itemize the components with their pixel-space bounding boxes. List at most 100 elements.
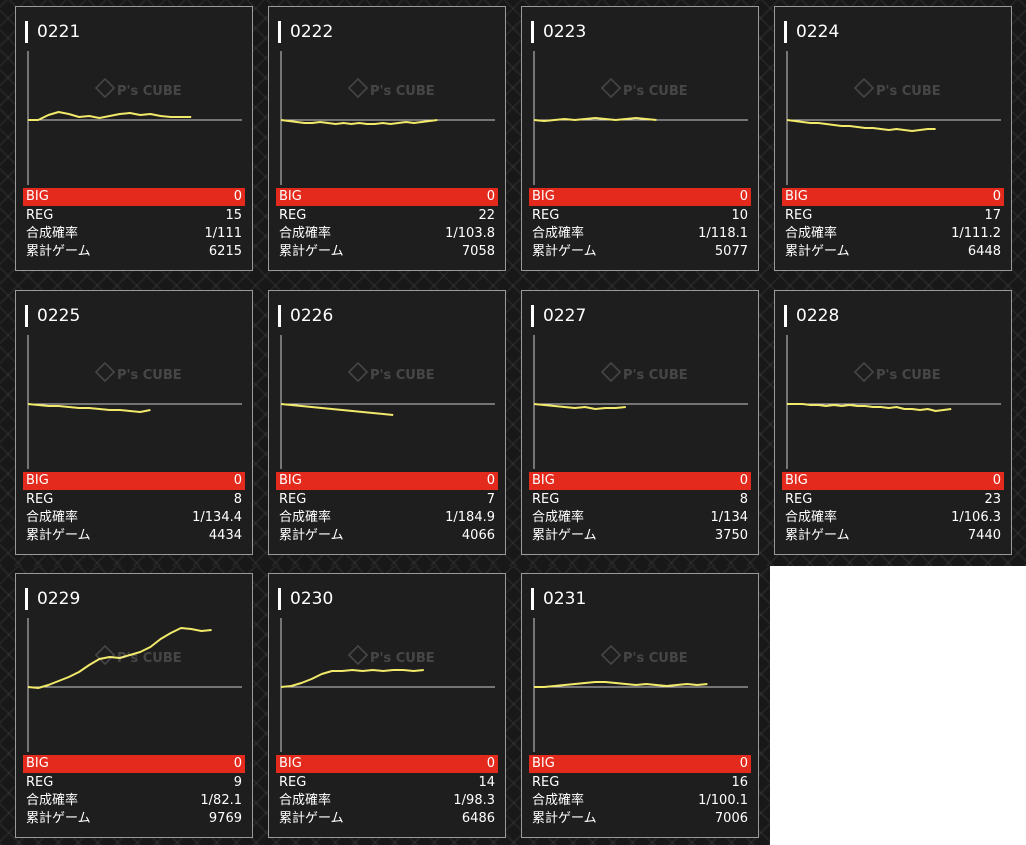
big-label: BIG [279,473,302,488]
machine-card[interactable]: 0223 P's CUBE BIG 0 REG 10 合成確率 1/118.1 … [521,6,759,271]
rate-row: 合成確率 1/184.9 [276,509,498,527]
machine-card[interactable]: 0226 P's CUBE BIG 0 REG 7 合成確率 1/184.9 累… [268,290,506,555]
games-label: 累計ゲーム [532,244,597,259]
games-row: 累計ゲーム 4434 [23,527,245,545]
rate-label: 合成確率 [532,226,585,241]
rate-value: 1/184.9 [445,510,495,525]
games-value: 6486 [461,811,495,826]
rate-value: 1/103.8 [445,226,495,241]
games-value: 5077 [714,244,748,259]
big-row: BIG 0 [23,472,245,490]
games-label: 累計ゲーム [532,528,597,543]
rate-row: 合成確率 1/82.1 [23,792,245,810]
big-value: 0 [992,473,1001,488]
stats-table: BIG 0 REG 8 合成確率 1/134.4 累計ゲーム 4434 [23,472,245,545]
machine-card[interactable]: 0231 P's CUBE BIG 0 REG 16 合成確率 1/100.1 … [521,573,759,838]
rate-label: 合成確率 [532,510,585,525]
games-value: 6215 [208,244,242,259]
games-label: 累計ゲーム [279,811,344,826]
machine-card[interactable]: 0225 P's CUBE BIG 0 REG 8 合成確率 1/134.4 累… [15,290,253,555]
machine-number: 0226 [278,305,333,327]
series-line [533,117,657,122]
slump-graph [786,51,1001,185]
slump-graph [280,618,495,752]
reg-label: REG [26,775,54,790]
rate-value: 1/118.1 [698,226,748,241]
reg-label: REG [26,208,54,223]
big-label: BIG [532,473,555,488]
reg-row: REG 14 [276,774,498,792]
games-label: 累計ゲーム [279,244,344,259]
machine-card[interactable]: 0230 P's CUBE BIG 0 REG 14 合成確率 1/98.3 累… [268,573,506,838]
games-value: 7440 [967,528,1001,543]
games-value: 4066 [461,528,495,543]
reg-label: REG [26,492,54,507]
series-line [28,111,192,121]
rate-label: 合成確率 [26,226,79,241]
games-value: 7058 [461,244,495,259]
machine-card[interactable]: 0222 P's CUBE BIG 0 REG 22 合成確率 1/103.8 … [268,6,506,271]
big-value: 0 [739,189,748,204]
machine-card[interactable]: 0228 P's CUBE BIG 0 REG 23 合成確率 1/106.3 … [774,290,1012,555]
big-label: BIG [279,189,302,204]
rate-row: 合成確率 1/134 [529,509,751,527]
games-row: 累計ゲーム 7058 [276,243,498,261]
big-label: BIG [26,473,49,488]
rate-value: 1/134 [710,510,748,525]
big-row: BIG 0 [529,472,751,490]
rate-value: 1/82.1 [200,793,242,808]
big-label: BIG [26,189,49,204]
rate-value: 1/134.4 [192,510,242,525]
machine-number: 0221 [25,21,80,43]
rate-row: 合成確率 1/134.4 [23,509,245,527]
rate-row: 合成確率 1/118.1 [529,225,751,243]
games-label: 累計ゲーム [26,244,91,259]
rate-row: 合成確率 1/111.2 [782,225,1004,243]
big-row: BIG 0 [529,188,751,206]
games-label: 累計ゲーム [532,811,597,826]
big-value: 0 [486,756,495,771]
games-value: 3750 [714,528,748,543]
slump-graph [27,618,242,752]
games-label: 累計ゲーム [26,528,91,543]
slump-graph [786,335,1001,469]
big-value: 0 [233,756,242,771]
machine-number: 0223 [531,21,586,43]
reg-value: 17 [984,208,1001,223]
stats-table: BIG 0 REG 7 合成確率 1/184.9 累計ゲーム 4066 [276,472,498,545]
machine-card[interactable]: 0224 P's CUBE BIG 0 REG 17 合成確率 1/111.2 … [774,6,1012,271]
games-row: 累計ゲーム 7440 [782,527,1004,545]
big-row: BIG 0 [276,472,498,490]
reg-value: 8 [233,492,242,507]
games-row: 累計ゲーム 9769 [23,810,245,828]
games-value: 9769 [208,811,242,826]
rate-label: 合成確率 [279,510,332,525]
games-row: 累計ゲーム 4066 [276,527,498,545]
big-value: 0 [739,473,748,488]
reg-value: 7 [486,492,495,507]
reg-label: REG [279,208,307,223]
machine-number: 0231 [531,588,586,610]
machine-card[interactable]: 0227 P's CUBE BIG 0 REG 8 合成確率 1/134 累計ゲ… [521,290,759,555]
stats-table: BIG 0 REG 9 合成確率 1/82.1 累計ゲーム 9769 [23,755,245,828]
rate-value: 1/111.2 [951,226,1001,241]
machine-card[interactable]: 0229 P's CUBE BIG 0 REG 9 合成確率 1/82.1 累計… [15,573,253,838]
machine-card[interactable]: 0221 P's CUBE BIG 0 REG 15 合成確率 1/111 累計… [15,6,253,271]
rate-row: 合成確率 1/98.3 [276,792,498,810]
stats-table: BIG 0 REG 23 合成確率 1/106.3 累計ゲーム 7440 [782,472,1004,545]
reg-label: REG [279,492,307,507]
big-row: BIG 0 [782,472,1004,490]
games-label: 累計ゲーム [26,811,91,826]
games-label: 累計ゲーム [279,528,344,543]
slump-graph [533,618,748,752]
games-row: 累計ゲーム 6486 [276,810,498,828]
rate-label: 合成確率 [785,510,838,525]
machine-number: 0228 [784,305,839,327]
reg-value: 15 [225,208,242,223]
reg-label: REG [785,492,813,507]
rate-value: 1/100.1 [698,793,748,808]
games-label: 累計ゲーム [785,528,850,543]
reg-row: REG 22 [276,207,498,225]
big-row: BIG 0 [276,188,498,206]
